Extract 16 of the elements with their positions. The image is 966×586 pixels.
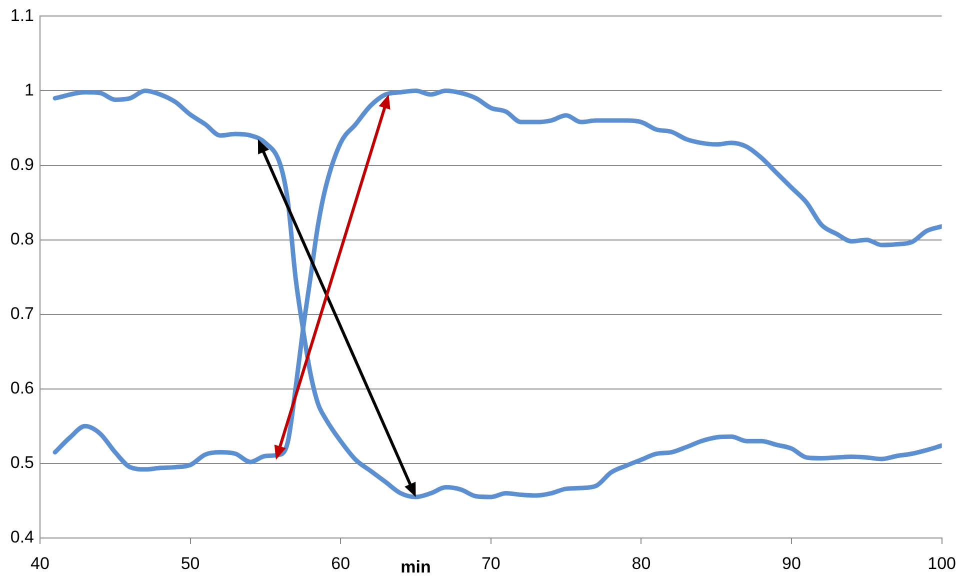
- y-tick-label: 0.6: [10, 378, 34, 398]
- x-tick-label: 70: [481, 554, 500, 573]
- y-tick-label: 1.1: [10, 6, 34, 25]
- x-tick-label: 90: [782, 554, 801, 573]
- x-tick-label: 60: [331, 554, 350, 573]
- y-tick-label: 1: [24, 80, 34, 100]
- y-tick-label: 0.5: [10, 453, 34, 472]
- y-tick-label: 0.7: [10, 304, 34, 324]
- y-tick-label: 0.8: [10, 230, 34, 249]
- y-tick-label: 0.9: [10, 154, 34, 174]
- x-tick-label: 50: [180, 554, 200, 573]
- x-tick-label: 80: [632, 554, 651, 573]
- x-axis-title: min: [400, 558, 431, 577]
- y-tick-label: 0.4: [10, 528, 34, 547]
- x-tick-label: 100: [928, 554, 956, 573]
- x-tick-label: 40: [30, 554, 50, 573]
